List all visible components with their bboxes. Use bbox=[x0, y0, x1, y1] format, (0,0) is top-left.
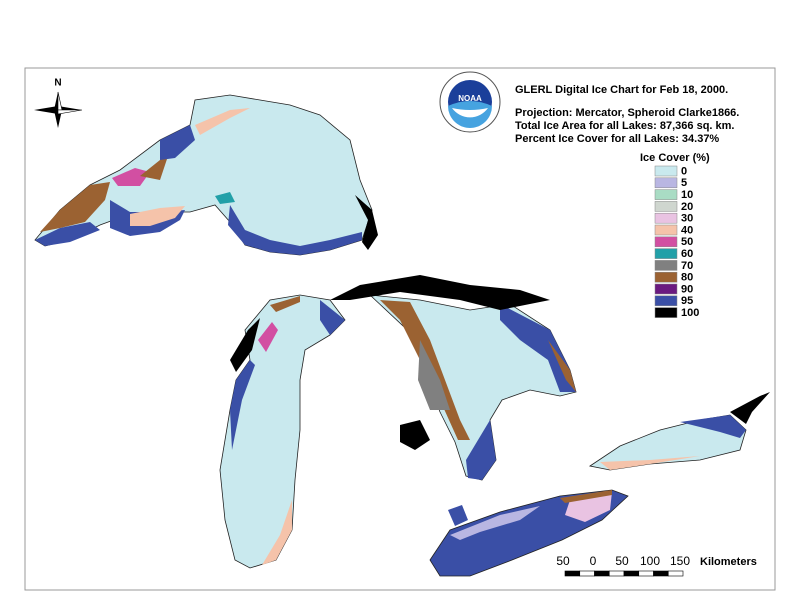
legend-swatch bbox=[654, 307, 678, 318]
legend-label: 0 bbox=[681, 165, 687, 177]
legend-swatch bbox=[654, 248, 678, 259]
legend-swatch bbox=[654, 260, 678, 271]
legend-label: 10 bbox=[681, 189, 693, 201]
total-area: Total Ice Area for all Lakes: 87,366 sq.… bbox=[515, 120, 735, 132]
legend-swatch bbox=[654, 165, 678, 177]
lake-superior bbox=[34, 94, 378, 256]
legend-swatch bbox=[654, 212, 678, 224]
legend-label: 100 bbox=[681, 307, 699, 319]
scale-bar: Kilometers 50 0 50 100 150 bbox=[556, 554, 757, 577]
legend-swatch bbox=[654, 271, 678, 283]
legend-title: Ice Cover (%) bbox=[640, 152, 710, 164]
scale-label: 50 bbox=[615, 554, 629, 568]
map-title: GLERL Digital Ice Chart for Feb 18, 2000… bbox=[515, 84, 728, 96]
scale-segment bbox=[564, 570, 581, 577]
scale-label: 50 bbox=[556, 554, 570, 568]
scale-segment bbox=[579, 570, 595, 577]
scale-label: 100 bbox=[640, 554, 660, 568]
legend-label: 40 bbox=[681, 224, 693, 236]
scale-segment bbox=[653, 570, 669, 577]
lake-erie bbox=[429, 489, 629, 577]
lake-michigan bbox=[219, 294, 346, 569]
projection: Projection: Mercator, Spheroid Clarke186… bbox=[515, 107, 739, 119]
legend-label: 5 bbox=[681, 177, 687, 189]
scale-segment bbox=[594, 570, 610, 577]
scale-label: 150 bbox=[670, 554, 690, 568]
scale-segment bbox=[638, 570, 654, 577]
legend-swatch bbox=[654, 295, 678, 307]
map-frame bbox=[24, 67, 776, 591]
compass-north: N bbox=[54, 78, 61, 89]
legend-label: 60 bbox=[681, 248, 693, 260]
lake-huron bbox=[330, 275, 577, 481]
legend-swatch bbox=[654, 189, 678, 200]
legend-label: 50 bbox=[681, 236, 693, 248]
scale-unit: Kilometers bbox=[700, 556, 757, 568]
compass: N bbox=[34, 78, 83, 128]
noaa-logo: NOAA bbox=[439, 71, 501, 133]
scale-segment bbox=[623, 570, 640, 577]
legend-swatch bbox=[654, 224, 678, 236]
scale-segment bbox=[667, 570, 684, 577]
legend-label: 70 bbox=[681, 260, 693, 272]
legend-label: 30 bbox=[681, 213, 693, 225]
lake-ontario bbox=[588, 392, 770, 471]
percent-cover: Percent Ice Cover for all Lakes: 34.37% bbox=[515, 133, 719, 145]
legend-swatch bbox=[654, 177, 678, 189]
scale-segment bbox=[608, 570, 625, 577]
scale-label: 0 bbox=[590, 554, 597, 568]
legend-label: 20 bbox=[681, 201, 693, 213]
legend-swatch bbox=[654, 236, 678, 248]
legend-label: 95 bbox=[681, 295, 693, 307]
legend-label: 80 bbox=[681, 272, 693, 284]
logo-text: NOAA bbox=[458, 94, 482, 103]
legend-label: 90 bbox=[681, 283, 693, 295]
legend-swatch bbox=[654, 201, 678, 212]
legend-swatch bbox=[654, 283, 678, 295]
